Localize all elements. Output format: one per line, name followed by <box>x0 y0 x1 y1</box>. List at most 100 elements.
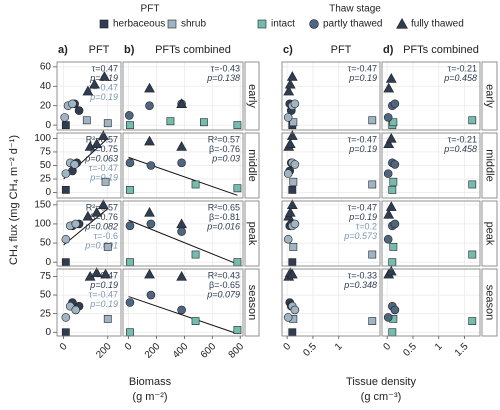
panel-border <box>381 61 481 131</box>
point <box>390 219 400 229</box>
stat-label: τ=-0.6 <box>94 231 118 241</box>
legend-marker <box>99 19 109 29</box>
stat-label: p=0.091 <box>84 240 118 250</box>
y-tick-label: 0 <box>45 327 51 338</box>
point <box>283 313 293 322</box>
point <box>176 270 187 281</box>
stat-label: p=0.079 <box>206 289 240 299</box>
point <box>144 135 155 146</box>
stat-label: β=-0.76 <box>209 144 240 154</box>
point <box>289 118 298 127</box>
point <box>390 305 400 315</box>
stat-label: p=0.348 <box>343 280 377 290</box>
point <box>89 78 100 89</box>
point <box>91 267 103 277</box>
panel-border <box>281 61 381 131</box>
point <box>125 158 135 168</box>
row-label: peak <box>246 222 258 246</box>
panel-title: PFTs combined <box>155 44 231 56</box>
row-label: early <box>246 84 258 108</box>
stat-label: τ=-0.47 <box>348 63 377 73</box>
stat-label: τ=-0.21 <box>448 134 477 144</box>
fit-line <box>128 296 238 335</box>
point <box>290 305 300 315</box>
point <box>368 250 377 259</box>
legend-label: fully thawed <box>411 19 464 30</box>
point <box>91 138 103 149</box>
point <box>283 113 293 122</box>
point <box>60 113 70 122</box>
y-tick-label: 50 <box>40 290 52 301</box>
point <box>468 180 477 189</box>
row-strip <box>244 132 260 199</box>
row-strip <box>244 61 260 131</box>
y-tick-label: 100 <box>34 219 51 230</box>
point <box>289 242 298 251</box>
stat-label: R²=0.43 <box>208 270 240 280</box>
point <box>389 118 398 127</box>
legend-marker <box>257 19 267 29</box>
stat-label: τ=-0.47 <box>348 202 377 212</box>
x-tick-label: 800 <box>227 341 247 361</box>
panel-title: PFT <box>331 44 352 56</box>
stat-label: τ=-0.47 <box>89 289 118 299</box>
stat-label: p=0.19 <box>89 92 118 102</box>
point <box>368 116 377 125</box>
point <box>284 206 296 217</box>
x-tick-label: 0 <box>381 341 393 353</box>
point <box>383 82 395 93</box>
panel-tag: c) <box>283 44 293 56</box>
stat-label: τ=-0.47 <box>89 82 118 92</box>
x-tick-label: 0 <box>58 341 70 353</box>
panel-border <box>56 200 122 267</box>
point <box>288 258 297 267</box>
point <box>68 99 77 109</box>
point <box>191 180 200 189</box>
point <box>126 258 134 267</box>
row-label: early <box>484 84 496 108</box>
legend-label: intact <box>271 19 295 30</box>
stat-label: τ=-0.21 <box>448 63 477 73</box>
point <box>74 106 84 115</box>
row-strip <box>244 200 260 267</box>
stat-label: τ=0.47 <box>92 63 118 73</box>
stat-label: p=0.573 <box>343 231 377 241</box>
point <box>290 219 300 229</box>
panel-tag: a) <box>58 44 68 56</box>
stat-label: p=0.19 <box>348 144 377 154</box>
stat-label: p=0.19 <box>89 299 118 309</box>
point <box>390 99 400 109</box>
stat-label: p=0.138 <box>206 73 240 83</box>
panel-border <box>381 132 481 199</box>
point <box>383 169 393 178</box>
y-tick-label: 75 <box>40 271 52 282</box>
x-tick-label: 0.5 <box>301 341 319 359</box>
panel <box>282 269 380 336</box>
point <box>191 317 200 326</box>
y-tick-label: 75 <box>40 147 52 158</box>
point <box>286 268 298 279</box>
row-label: middle <box>484 149 496 181</box>
point <box>233 121 242 130</box>
point <box>176 141 187 151</box>
point <box>103 242 112 251</box>
point <box>200 118 208 127</box>
point <box>61 185 70 194</box>
stat-label: β=-0.65 <box>209 280 240 290</box>
point <box>146 161 156 170</box>
x-tick-label: 1.5 <box>453 341 471 359</box>
panel <box>57 201 121 266</box>
row-label: season <box>484 285 496 320</box>
point <box>126 185 134 194</box>
stat-label: β=-0.81 <box>209 212 240 222</box>
point <box>146 290 156 300</box>
point <box>61 234 71 244</box>
point <box>288 185 297 194</box>
point <box>283 169 293 178</box>
point <box>385 201 397 211</box>
stat-label: R²=0.65 <box>208 202 240 212</box>
point <box>125 298 135 307</box>
panel-border <box>56 132 122 199</box>
point <box>283 85 295 96</box>
